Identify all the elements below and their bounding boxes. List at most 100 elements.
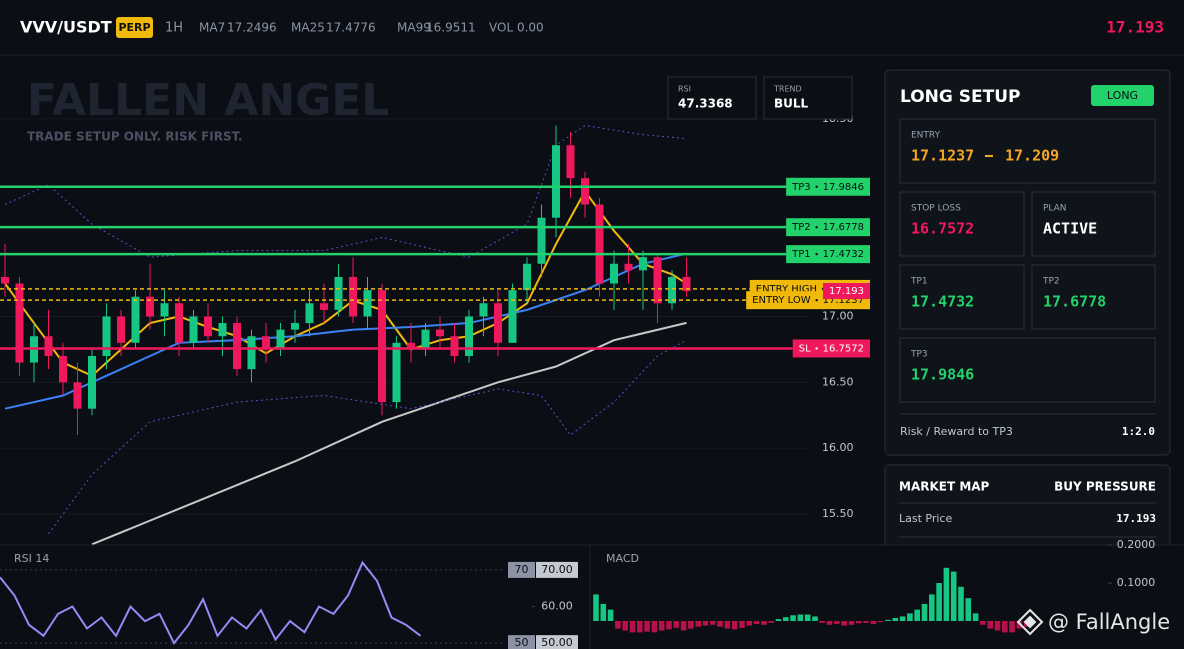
- level-name: SL: [799, 343, 811, 354]
- tp-value: 17.9846: [911, 366, 974, 384]
- macd-bar: [929, 594, 935, 621]
- macd-bar: [783, 617, 789, 621]
- stat-label: TREND: [773, 85, 802, 94]
- level-value: 17.9846: [823, 182, 864, 193]
- candle-body: [479, 303, 488, 317]
- badge-bg: [116, 17, 153, 38]
- candle-body: [15, 283, 24, 363]
- candle-body: [160, 303, 169, 317]
- stat-label: RSI: [678, 85, 691, 94]
- macd-bar: [797, 614, 804, 621]
- level-name: ENTRY LOW: [752, 295, 811, 306]
- macd-bar: [644, 620, 650, 632]
- macd-bar: [841, 620, 847, 626]
- candle-body: [88, 355, 96, 409]
- stat-value: 47.3368: [678, 97, 733, 111]
- macd-bar: [994, 620, 1001, 631]
- candle-body: [537, 217, 546, 264]
- ma-name: MA7: [199, 21, 225, 35]
- macd-bar: [1002, 620, 1008, 633]
- plan-value: ACTIVE: [1043, 220, 1097, 238]
- level-tag: [786, 245, 870, 264]
- level-name: TP3: [791, 182, 811, 193]
- stat-box: [763, 76, 853, 120]
- candle-body: [320, 303, 328, 310]
- candle-body: [349, 276, 357, 317]
- entry-high: 17.209: [1005, 147, 1059, 165]
- candle-body: [189, 316, 198, 343]
- card: [899, 337, 1156, 403]
- level-separator: [815, 298, 818, 302]
- macd-bar: [753, 620, 760, 625]
- macd-bar: [658, 620, 665, 631]
- stop-value: 16.7572: [911, 220, 974, 238]
- macd-bar: [950, 571, 957, 621]
- level-label: 70: [515, 563, 529, 576]
- candle-body: [392, 342, 401, 403]
- candle-body: [334, 276, 343, 310]
- macd-bar: [863, 620, 869, 623]
- ma-name: MA25: [291, 21, 325, 35]
- macd-bar: [680, 620, 687, 631]
- watermark: @ FallAngle: [1048, 610, 1170, 634]
- side-badge: LONG: [1107, 89, 1138, 102]
- ma-line: [4, 252, 687, 410]
- macd-title: MACD: [606, 552, 639, 565]
- macd-bar: [768, 620, 774, 623]
- market-signal: BUY PRESSURE: [1054, 480, 1156, 494]
- candle-body: [247, 336, 256, 370]
- level-tag: [508, 561, 535, 578]
- macd-bar: [987, 620, 993, 629]
- candle-body: [73, 382, 82, 409]
- y-tick-label: 0.2000: [1117, 538, 1156, 551]
- level-value: 17.1237: [823, 295, 864, 306]
- watermark-logo: [1016, 608, 1044, 636]
- ma-value: 17.2496: [227, 21, 277, 35]
- band-line: [48, 339, 687, 535]
- macd-bar: [739, 620, 745, 628]
- macd-bar: [673, 620, 680, 628]
- level-name: ENTRY HIGH: [756, 284, 817, 295]
- card: [1031, 191, 1156, 257]
- candle-body: [624, 263, 633, 271]
- candle-body: [59, 355, 67, 383]
- candle-body: [233, 323, 241, 370]
- macd-bar: [790, 615, 796, 621]
- candle-body: [102, 316, 111, 356]
- macd-bar: [826, 620, 833, 625]
- candle-body: [407, 342, 415, 350]
- card: [899, 118, 1156, 184]
- ma-name: MA99: [397, 21, 431, 35]
- candle-body: [204, 316, 212, 337]
- candle-body: [1, 276, 9, 284]
- tp-value: 17.4732: [911, 293, 974, 311]
- candle-body: [175, 303, 183, 343]
- setup-title: LONG SETUP: [900, 87, 1021, 107]
- macd-bar: [688, 620, 694, 629]
- macd-bar: [637, 620, 643, 633]
- level-value: 17.4732: [823, 249, 864, 260]
- candle-body: [566, 145, 575, 179]
- level-separator: [815, 252, 818, 256]
- band-line: [4, 124, 687, 258]
- candle-body: [653, 257, 662, 304]
- y-tick-label: 16.00: [822, 441, 854, 454]
- macd-bar: [593, 594, 599, 621]
- macd-bar: [651, 620, 658, 633]
- macd-bar: [812, 616, 818, 621]
- tick-tag: [536, 561, 578, 578]
- y-tick-label: 16.50: [822, 375, 854, 388]
- candle-body: [595, 204, 604, 284]
- candle-body: [610, 263, 618, 284]
- card: [899, 191, 1025, 257]
- level-tag: [786, 218, 870, 237]
- indicator-panes: [0, 545, 1184, 649]
- candle-body: [465, 316, 473, 356]
- macd-bar: [856, 620, 862, 624]
- interval[interactable]: 1H: [165, 21, 183, 36]
- candle-body: [523, 263, 531, 291]
- last-price-value: 17.193: [1116, 512, 1156, 525]
- candle-body: [378, 290, 386, 403]
- stat-value: BULL: [774, 97, 809, 111]
- macd-bar: [702, 620, 709, 626]
